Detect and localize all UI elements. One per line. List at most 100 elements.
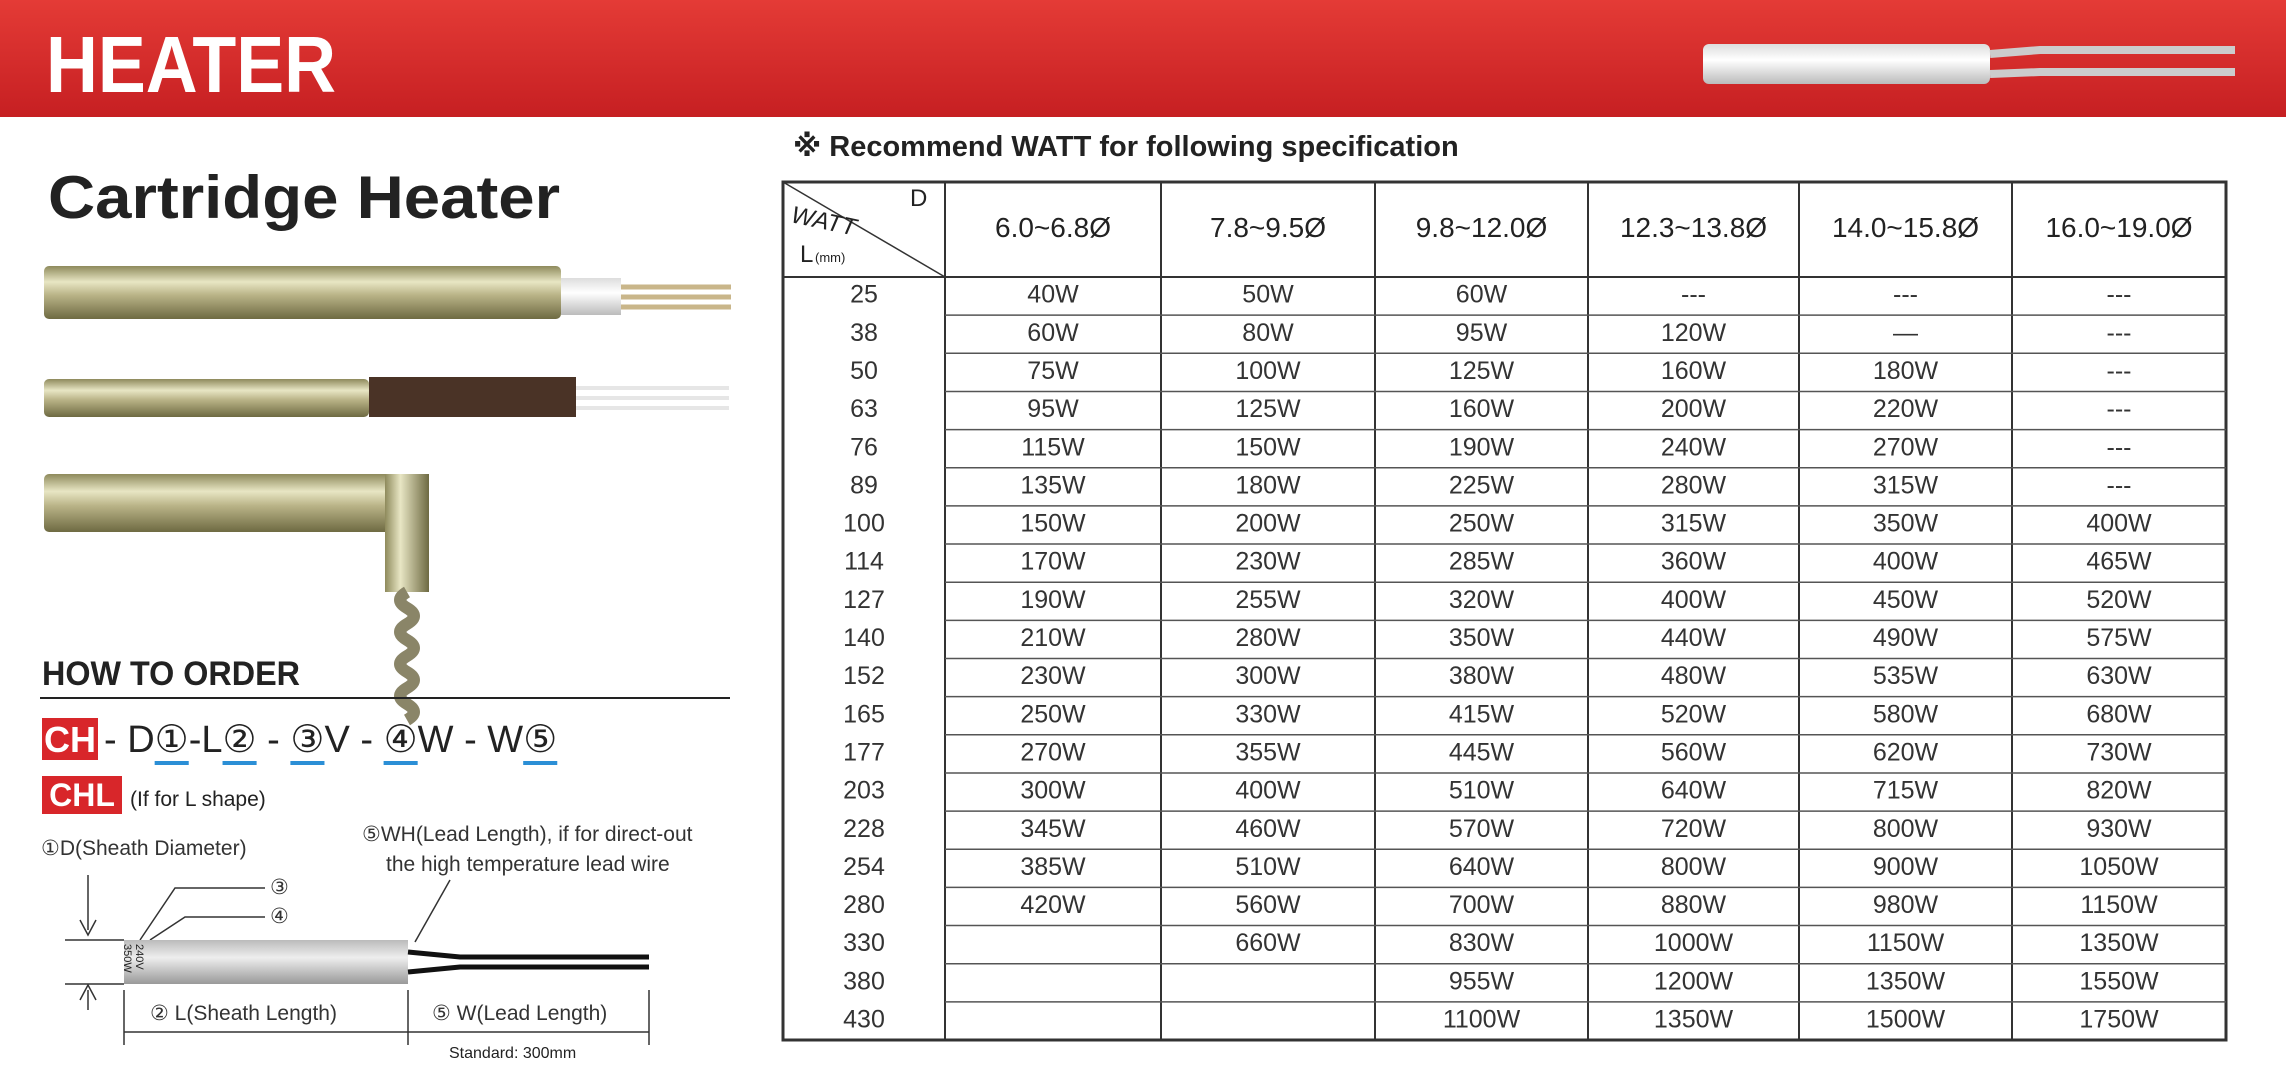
length-cell: 330 [843,929,885,957]
watt-cell: 640W [1449,853,1515,881]
watt-cell: — [1893,319,1918,347]
watt-cell: 220W [1873,395,1939,423]
table-border [781,180,2228,1042]
watt-cell: 445W [1449,738,1515,766]
watt-cell: 580W [1873,700,1939,728]
watt-cell: 420W [1020,891,1086,919]
watt-cell: 880W [1661,891,1727,919]
column-header: 7.8~9.5Ø [1210,212,1326,243]
watt-cell: 1150W [1867,929,1945,957]
watt-table: WATT D L (mm) 6.0~6.8Ø 7.8~9.5Ø 9.8~12.0Ø 12.3~… [781,180,2228,1042]
watt-cell: 460W [1235,815,1301,843]
watt-cell: 75W [1027,357,1079,385]
watt-cell: 240W [1661,433,1727,461]
watt-cell: 150W [1235,433,1301,461]
watt-cell: 360W [1661,548,1727,576]
watt-cell: 95W [1456,319,1508,347]
watt-cell: 1000W [1654,929,1734,957]
order-l-note: (If for L shape) [130,788,266,811]
watt-cell: 380W [1449,662,1515,690]
sheath-text: 240V [133,944,145,970]
length-cell: 100 [843,510,885,538]
how-to-order-title: HOW TO ORDER [42,655,300,693]
header-title: HEATER [46,20,336,109]
watt-cell: 1750W [2079,1006,2159,1034]
watt-cell: 1500W [1866,1006,1946,1034]
corner-l: L [800,241,813,268]
watt-cell: 200W [1235,510,1301,538]
length-cell: 430 [843,1006,885,1034]
watt-cell: 255W [1235,586,1301,614]
watt-cell: 350W [1873,510,1939,538]
watt-cell: 160W [1661,357,1727,385]
column-header: 14.0~15.8Ø [1832,212,1979,243]
watt-cell: 270W [1020,738,1086,766]
w-label: ⑤ W(Lead Length) [432,1002,607,1025]
watt-cell: 300W [1235,662,1301,690]
watt-cell: 95W [1027,395,1079,423]
watt-cell: 170W [1020,548,1086,576]
column-header: 9.8~12.0Ø [1416,212,1548,243]
watt-cell: 280W [1235,624,1301,652]
product-title: Cartridge Heater [48,164,560,231]
length-cell: 25 [850,281,878,309]
watt-cell: 210W [1020,624,1086,652]
watt-cell: 135W [1020,471,1086,499]
watt-cell: 60W [1456,281,1508,309]
watt-cell: 415W [1449,700,1515,728]
length-cell: 76 [850,433,878,461]
length-cell: 140 [843,624,885,652]
watt-cell: 1350W [1654,1006,1734,1034]
watt-cell: 160W [1449,395,1515,423]
watt-cell: 510W [1235,853,1301,881]
watt-cell: 320W [1449,586,1515,614]
watt-cell: --- [1681,281,1706,309]
length-cell: 127 [843,586,885,614]
order-code-part: V - [324,719,383,761]
watt-cell: 350W [1449,624,1515,652]
wh-label: ⑤WH(Lead Length), if for direct-out [362,823,693,846]
header-image [1703,44,2235,84]
heater-braided [44,377,729,417]
watt-cell: 400W [1235,777,1301,805]
watt-cell: 1050W [2079,853,2159,881]
watt-cell: 630W [2086,662,2152,690]
watt-cell: 830W [1449,929,1515,957]
column-header: 12.3~13.8Ø [1620,212,1767,243]
watt-cell: 300W [1020,777,1086,805]
corner-watt: WATT [789,201,861,242]
watt-cell: 450W [1873,586,1939,614]
sheath [124,940,408,984]
length-cell: 380 [843,967,885,995]
length-cell: 38 [850,319,878,347]
watt-cell: 720W [1661,815,1727,843]
watt-cell: 1550W [2079,967,2159,995]
watt-cell: 190W [1449,433,1515,461]
watt-cell: 345W [1020,815,1086,843]
order-code-number: ① [155,719,189,761]
watt-cell: 150W [1020,510,1086,538]
watt-cell: 50W [1242,281,1294,309]
corner-l-unit: (mm) [815,250,845,265]
watt-cell: 400W [2086,510,2152,538]
order-code-part: - [257,719,291,761]
diagram-lines [65,875,650,1045]
watt-cell: 465W [2086,548,2152,576]
marker: ④ [270,905,289,928]
watt-cell: 640W [1661,777,1727,805]
watt-cell: 100W [1235,357,1301,385]
watt-cell: --- [2107,281,2132,309]
watt-cell: 680W [2086,700,2152,728]
wh-label: the high temperature lead wire [386,853,670,876]
length-cell: 228 [843,815,885,843]
watt-cell: 125W [1235,395,1301,423]
watt-cell: 730W [2086,738,2152,766]
watt-cell: 355W [1235,738,1301,766]
watt-cell: 190W [1020,586,1086,614]
watt-cell: 230W [1020,662,1086,690]
table-note: ※ Recommend WATT for following specifica… [793,131,1459,163]
order-l-prefix: CHL [49,777,115,813]
heater-straight [44,266,731,319]
length-cell: 152 [843,662,885,690]
watt-cell: --- [2107,319,2132,347]
